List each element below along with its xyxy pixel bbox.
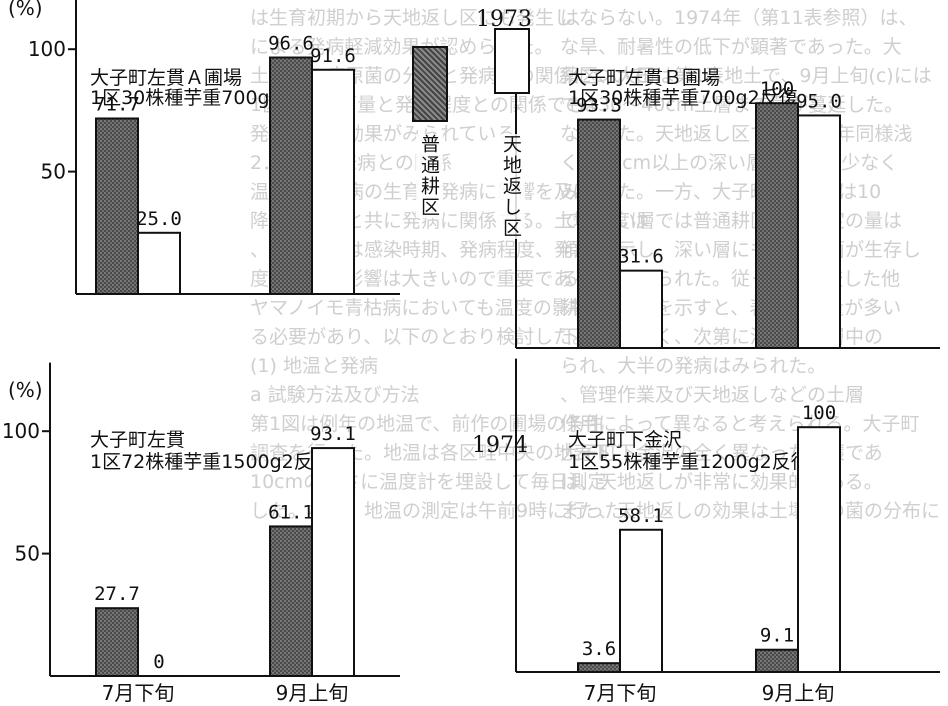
legend-label-tenchi: 天地返し区 [498,134,525,239]
data-label: 58.1 [618,505,664,527]
panel-title: 大子町下金沢 [568,429,682,451]
background-text-line: はならない。1974年（第11表参照）は、 [560,7,918,29]
y-tick-label: 100 [28,37,66,61]
panel-title: 大子町左貫 [90,429,185,451]
data-label: 100 [802,402,836,424]
bar-normal [95,117,139,296]
bar-normal [269,56,313,296]
background-text-line: (1) 地温と発病 [250,355,378,377]
data-label: 95.0 [796,90,842,112]
panel-subtitle: 1区30株種芋重700g2反復 [90,87,320,109]
legend: 普通耕区 天地返し区 [410,28,530,288]
background-text-line: による発病軽減効果が認められた。 [250,36,554,58]
x-category-label: 7月下旬 [584,681,657,705]
legend-swatch-normal [412,46,448,122]
data-label: 3.6 [582,638,616,660]
bar-tenchi [619,269,663,349]
background-text-line: は生育初期から天地返し区にも発生し、 [250,7,593,29]
panel-subtitle: 1区30株種芋重700g2反復 [568,87,798,109]
data-label: 100 [760,78,794,100]
y-axis-label: (%) [8,378,43,402]
bar-normal [577,662,621,673]
background-text-line: な旱、耐暑性の低下が顕著であった。大 [560,36,902,58]
legend-label-normal: 普通耕区 [416,134,443,218]
background-text-line: また、天地返しの効果は土壌中の菌の分布に [560,500,941,522]
y-axis-label: (%) [8,0,43,20]
data-label: 0 [153,651,164,673]
data-label: 61.1 [268,501,314,523]
bar-tenchi [619,528,663,673]
panel-title: 大子町左貫Ａ圃場 [90,67,242,89]
background-text-line: 薬区、大田は第1表地土で、9月上旬(c)には [560,65,932,87]
data-label: 31.6 [618,246,664,268]
x-category-label: 7月下旬 [102,681,175,705]
y-tick-label: 100 [2,419,40,443]
data-label: 91.6 [310,45,356,67]
bar-tenchi [311,68,355,295]
bar-tenchi [311,447,355,677]
data-label: 96.6 [268,33,314,55]
panel-subtitle: 1区72株種芋重1500g2反復 [90,451,332,473]
data-label: 9.1 [760,625,794,647]
bar-normal [755,648,799,674]
background-text-line: ヤマノイモ青枯病においても温度の影響が [250,297,609,319]
background-text-line: られ、大半の発病はみられた。 [560,355,827,377]
year-label: 1974 [472,433,528,458]
data-label: 93.3 [576,95,622,117]
x-category-label: 9月上旬 [276,681,349,705]
data-label: 71.7 [94,93,140,115]
background-text-line: では30〜40cm土層まで菌が蔓延した。 [560,94,904,116]
background-text-line: a 試験方法及び方法 [250,384,420,406]
y-tick-label: 50 [15,542,40,566]
data-label: 25.0 [136,208,182,230]
bar-normal [269,525,313,677]
bar-normal [95,607,139,678]
data-label: 93.1 [310,423,356,445]
year-label: 1973 [476,7,532,32]
bar-tenchi [137,231,181,296]
bar-normal [755,102,799,349]
bar-tenchi [797,114,841,349]
panel-title: 大子町左貫Ｂ圃場 [568,67,720,89]
panel-subtitle: 1区55株種芋重1200g2反復 [568,451,810,473]
legend-swatch-tenchi [494,28,530,94]
background-text-line: る必要があり、以下のとおり検討した。 [250,326,592,348]
x-category-label: 9月上旬 [762,681,835,705]
data-label: 27.7 [94,583,140,605]
y-tick-label: 50 [41,160,66,184]
bar-tenchi [797,426,841,674]
background-text-line: 、管理作業及び天地返しなどの土層 [560,384,865,406]
bar-normal [577,118,621,350]
